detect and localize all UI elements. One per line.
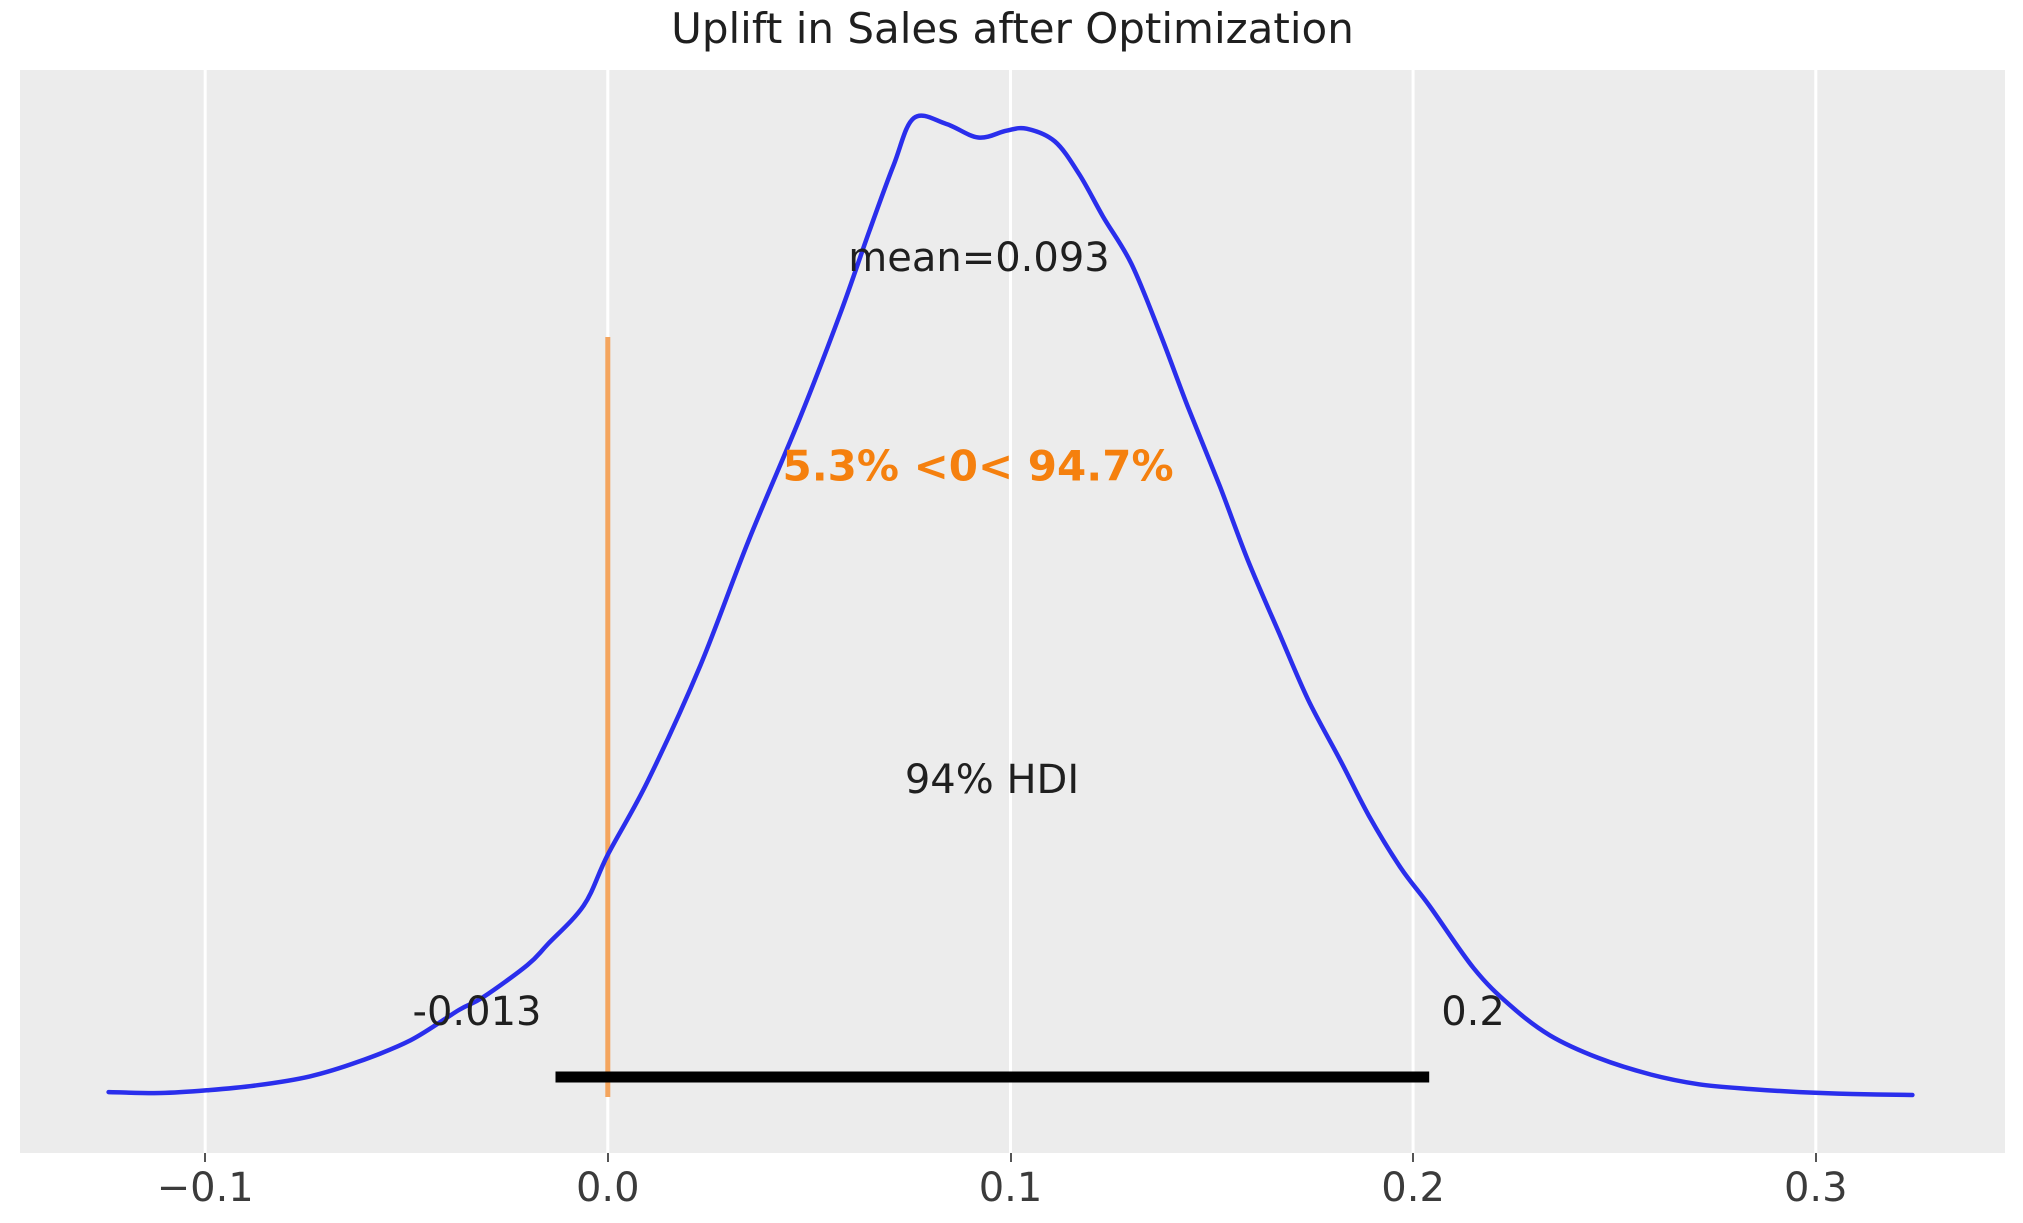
x-tick-label: 0.0 [575, 1165, 640, 1211]
hdi-upper-bound-label: 0.2 [1441, 989, 1505, 1035]
plot-background [20, 70, 2005, 1153]
hdi-annotation: 94% HDI [904, 757, 1080, 803]
plot-area: mean=0.093 5.3% <0< 94.7% 94% HDI -0.013… [20, 70, 2005, 1153]
x-axis: −0.1 0.0 0.1 0.2 0.3 [20, 1153, 2005, 1223]
chart-title: Uplift in Sales after Optimization [671, 4, 1354, 53]
x-tick-mark [1814, 1153, 1817, 1162]
ref-value-annotation: 5.3% <0< 94.7% [782, 441, 1174, 491]
x-tick-label: 0.1 [978, 1165, 1043, 1211]
hdi-lower-bound-label: -0.013 [412, 989, 542, 1035]
x-tick-mark [204, 1153, 207, 1162]
x-tick-mark [606, 1153, 609, 1162]
x-tick-mark [1412, 1153, 1415, 1162]
plot-canvas [20, 70, 2005, 1153]
x-tick-label: 0.3 [1783, 1165, 1848, 1211]
x-tick-mark [1009, 1153, 1012, 1162]
density-curve [106, 113, 1915, 1098]
mean-annotation: mean=0.093 [848, 235, 1110, 281]
x-tick-label: −0.1 [156, 1165, 254, 1211]
x-tick-label: 0.2 [1381, 1165, 1445, 1211]
